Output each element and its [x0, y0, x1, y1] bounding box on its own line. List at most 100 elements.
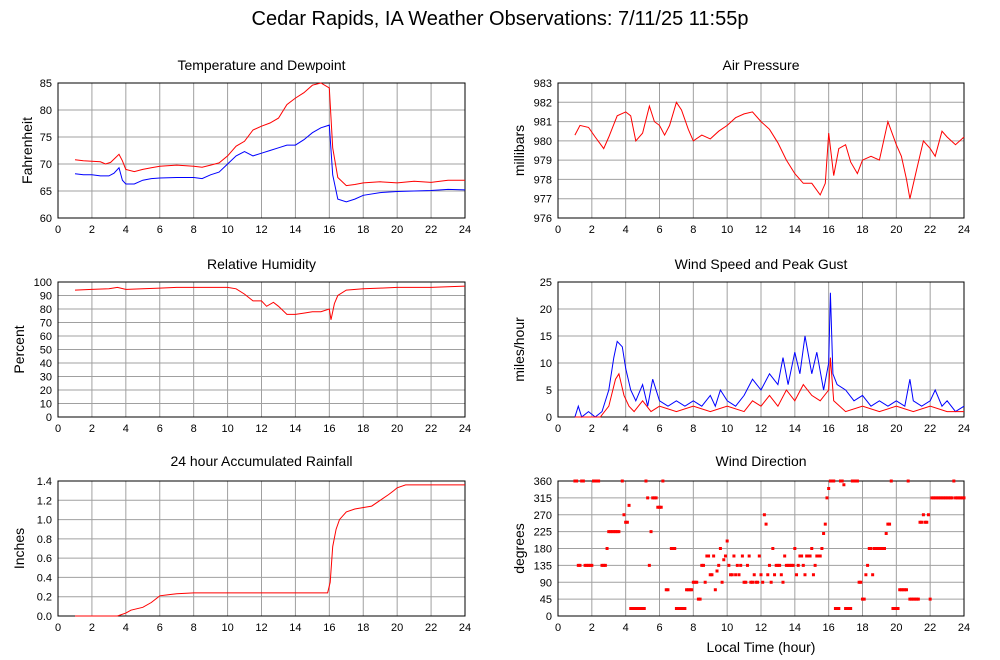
- x-tick-label: 16: [823, 224, 835, 236]
- direction-point: [632, 607, 636, 610]
- direction-point: [784, 563, 788, 567]
- y-axis-label: miles/hour: [511, 317, 527, 382]
- direction-point: [930, 496, 934, 500]
- direction-point: [952, 479, 956, 483]
- direction-point: [681, 607, 685, 610]
- direction-point: [928, 597, 932, 601]
- direction-point: [962, 496, 966, 500]
- direction-point: [745, 563, 749, 567]
- x-tick-label: 24: [958, 224, 970, 236]
- y-tick-label: 0.6: [37, 553, 52, 565]
- direction-point: [761, 580, 765, 584]
- direction-point: [954, 496, 958, 500]
- direction-point: [732, 554, 736, 558]
- direction-point: [882, 547, 886, 550]
- y-tick-label: 65: [40, 186, 52, 198]
- chart-title: Temperature and Dewpoint: [177, 57, 345, 73]
- direction-point: [788, 563, 792, 567]
- direction-point: [833, 607, 837, 610]
- y-tick-label: 977: [534, 194, 552, 206]
- direction-point: [730, 573, 734, 577]
- direction-point: [855, 479, 859, 483]
- direction-point: [701, 563, 705, 567]
- y-tick-label: 100: [34, 277, 52, 289]
- plot-frame: [557, 281, 965, 418]
- x-tick-label: 2: [89, 622, 95, 634]
- direction-point: [842, 483, 846, 487]
- x-tick-label: 2: [589, 224, 595, 236]
- direction-point: [789, 563, 793, 567]
- y-tick-label: 70: [40, 159, 52, 171]
- direction-point: [948, 496, 952, 500]
- direction-point: [729, 573, 733, 577]
- y-tick-label: 70: [40, 318, 52, 330]
- direction-point: [867, 547, 871, 550]
- direction-point: [592, 479, 596, 483]
- temp-series-line-0: [74, 82, 465, 187]
- x-tick-label: 20: [391, 224, 403, 236]
- direction-point: [735, 563, 739, 567]
- direction-point: [767, 563, 771, 567]
- direction-point: [825, 496, 829, 500]
- direction-point: [803, 573, 807, 577]
- x-tick-label: 18: [856, 423, 868, 435]
- direction-point: [945, 496, 949, 500]
- direction-point: [844, 607, 848, 610]
- rain-series-line-0: [75, 484, 465, 617]
- pressure-series-line-0: [574, 101, 965, 199]
- direction-point: [940, 496, 944, 500]
- direction-point: [876, 547, 880, 550]
- x-tick-label: 4: [123, 423, 129, 435]
- x-tick-label: 12: [255, 224, 267, 236]
- x-tick-label: 14: [289, 622, 301, 634]
- direction-point: [707, 554, 711, 558]
- direction-point: [602, 563, 606, 567]
- direction-point: [617, 530, 621, 534]
- plot-frame: [557, 480, 965, 617]
- direction-point: [910, 597, 914, 601]
- direction-point: [756, 580, 760, 584]
- x-tick-label: 16: [823, 622, 835, 634]
- direction-point: [744, 580, 748, 584]
- direction-point: [678, 607, 682, 610]
- x-tick-label: 18: [357, 224, 369, 236]
- direction-point: [955, 496, 959, 500]
- x-tick-label: 24: [958, 622, 970, 634]
- y-tick-label: 10: [540, 358, 552, 370]
- chart-title: Relative Humidity: [207, 256, 316, 272]
- direction-point: [620, 479, 624, 483]
- direction-point: [603, 563, 607, 567]
- direction-point: [832, 479, 836, 483]
- direction-point: [960, 496, 964, 500]
- direction-point: [713, 588, 717, 592]
- direction-point: [793, 547, 797, 550]
- direction-point: [575, 479, 579, 483]
- x-tick-label: 6: [656, 224, 662, 236]
- direction-point: [590, 563, 594, 567]
- direction-point: [866, 563, 870, 567]
- direction-point: [666, 588, 670, 592]
- wind-series-line-1: [574, 357, 964, 418]
- direction-point: [679, 607, 683, 610]
- direction-point: [705, 554, 709, 558]
- y-tick-label: 40: [40, 358, 52, 370]
- x-tick-label: 6: [656, 423, 662, 435]
- direction-point: [847, 607, 851, 610]
- x-tick-label: 0: [555, 423, 561, 435]
- y-tick-label: 980: [534, 136, 552, 148]
- direction-point: [722, 558, 726, 562]
- direction-point: [937, 496, 941, 500]
- direction-point: [573, 479, 577, 483]
- direction-point: [881, 547, 885, 550]
- direction-point: [811, 573, 815, 577]
- x-tick-label: 22: [924, 423, 936, 435]
- x-tick-label: 20: [890, 622, 902, 634]
- direction-point: [820, 547, 824, 550]
- y-tick-label: 50: [40, 345, 52, 357]
- direction-point: [754, 580, 758, 584]
- y-tick-label: 270: [534, 510, 552, 522]
